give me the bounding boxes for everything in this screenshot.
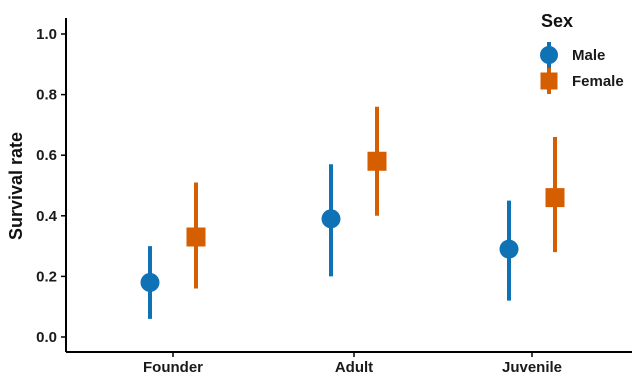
legend-label: Female xyxy=(572,73,624,90)
legend-label: Male xyxy=(572,47,605,64)
legend: Sex Male Female xyxy=(540,11,624,94)
y-tick-label: 0.2 xyxy=(36,268,57,285)
data-point-female xyxy=(367,151,387,171)
data-point-female xyxy=(545,188,565,208)
chart-marks xyxy=(140,106,565,319)
data-point-male xyxy=(140,272,160,292)
data-point-male xyxy=(321,209,341,229)
data-point-female xyxy=(186,227,206,247)
x-tick-label: Founder xyxy=(143,359,203,376)
legend-key-square xyxy=(540,72,558,90)
y-tick-label: 0.6 xyxy=(36,147,57,164)
axes: 0.0 0.2 0.4 0.6 0.8 1.0 Founder Adult Juvenile xyxy=(36,18,632,376)
y-axis-title: Survival rate xyxy=(6,132,26,240)
y-tick-label: 0.4 xyxy=(36,208,58,225)
y-tick-label: 0.8 xyxy=(36,87,57,104)
legend-key-circle xyxy=(540,46,558,64)
y-tick-label: 1.0 xyxy=(36,26,57,43)
x-tick-label: Adult xyxy=(335,359,373,376)
y-tick-label: 0.0 xyxy=(36,329,57,346)
data-point-male xyxy=(499,239,519,259)
legend-title: Sex xyxy=(541,11,573,31)
x-tick-label: Juvenile xyxy=(502,359,562,376)
